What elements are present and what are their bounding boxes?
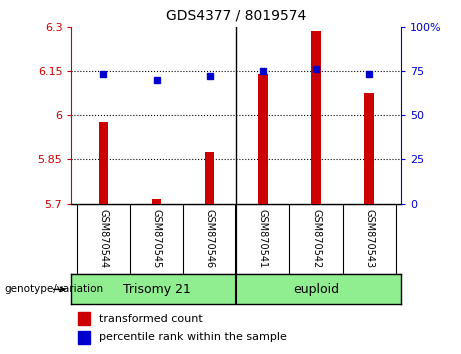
Text: GSM870541: GSM870541 — [258, 209, 268, 268]
Text: Trisomy 21: Trisomy 21 — [123, 283, 190, 296]
Bar — [311, 31, 321, 204]
Bar — [364, 93, 374, 204]
Bar — [205, 152, 214, 204]
Text: GSM870543: GSM870543 — [364, 209, 374, 268]
Text: percentile rank within the sample: percentile rank within the sample — [100, 332, 287, 342]
Text: transformed count: transformed count — [100, 314, 203, 324]
Bar — [99, 122, 108, 204]
Bar — [78, 331, 89, 343]
Text: GSM870544: GSM870544 — [98, 209, 108, 268]
Bar — [258, 74, 268, 204]
Text: GSM870542: GSM870542 — [311, 209, 321, 268]
Text: genotype/variation: genotype/variation — [5, 284, 104, 295]
Text: GSM870545: GSM870545 — [152, 209, 161, 268]
Text: euploid: euploid — [293, 283, 339, 296]
Text: GSM870546: GSM870546 — [205, 209, 215, 268]
Title: GDS4377 / 8019574: GDS4377 / 8019574 — [166, 8, 307, 23]
Bar — [152, 199, 161, 204]
Bar — [78, 312, 89, 325]
